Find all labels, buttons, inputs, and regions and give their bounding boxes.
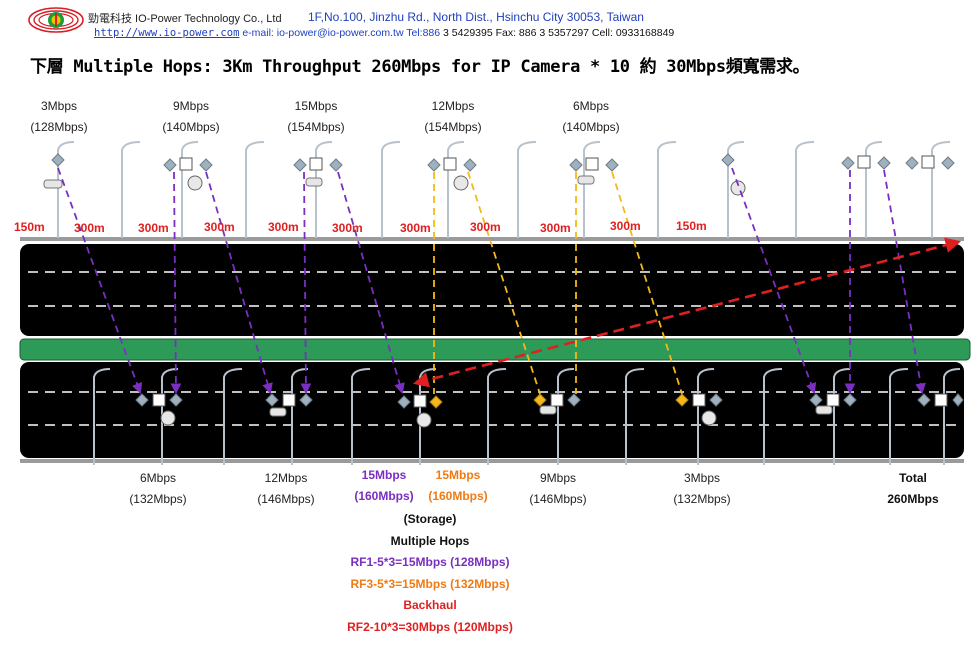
lower-road-curb bbox=[20, 459, 964, 463]
bottom-node-7 bbox=[917, 393, 964, 407]
contact-line: http://www.io-power.com e-mail: io-power… bbox=[94, 27, 674, 39]
distance-label: 300m bbox=[332, 221, 363, 235]
company-logo bbox=[28, 7, 84, 33]
top-street-lights bbox=[57, 141, 951, 238]
bottom-label-3: 9Mbps (146Mbps) bbox=[529, 471, 587, 506]
bottom-node-storage bbox=[397, 394, 443, 428]
bottom-label-2: 12Mbps (146Mbps) bbox=[257, 471, 315, 506]
top-label-5: 6Mbps (140Mbps) bbox=[562, 99, 620, 134]
top-node-8 bbox=[905, 155, 955, 170]
distance-label: 300m bbox=[610, 219, 641, 233]
distance-label: 150m bbox=[676, 219, 707, 233]
backhaul-link bbox=[412, 237, 962, 388]
diagram-title: 下層 Multiple Hops: 3Km Throughput 260Mbps… bbox=[30, 57, 810, 77]
storage-orange-label: 15Mbps (160Mbps) bbox=[428, 468, 488, 503]
bottom-label-1: 6Mbps (132Mbps) bbox=[129, 471, 187, 506]
distance-label: 300m bbox=[268, 220, 299, 234]
phone-numbers: 3 5429395 Fax: 886 3 5357297 Cell: 09331… bbox=[443, 27, 675, 39]
company-name: 勁電科技 IO-Power Technology Co., Ltd bbox=[88, 13, 282, 25]
storage-purple-label: 15Mbps (160Mbps) bbox=[354, 468, 414, 503]
distance-label: 300m bbox=[204, 220, 235, 234]
total-label: Total 260Mbps bbox=[887, 471, 939, 506]
notes-block: (Storage) Multiple Hops RF1-5*3=15Mbps (… bbox=[300, 509, 560, 638]
distance-label: 300m bbox=[400, 221, 431, 235]
top-label-2: 9Mbps (140Mbps) bbox=[162, 99, 220, 134]
distance-label: 300m bbox=[138, 221, 169, 235]
upper-road-curb bbox=[20, 237, 964, 241]
distance-label: 300m bbox=[540, 221, 571, 235]
top-node-1 bbox=[43, 153, 65, 189]
note-rf2: RF2-10*3=30Mbps (120Mbps) bbox=[347, 619, 513, 634]
distance-label: 300m bbox=[470, 220, 501, 234]
bottom-node-6 bbox=[809, 393, 857, 415]
bottom-node-4 bbox=[533, 393, 581, 415]
upper-road bbox=[20, 244, 964, 336]
bottom-node-2 bbox=[265, 393, 313, 417]
website-link[interactable]: http://www.io-power.com bbox=[94, 27, 240, 39]
distance-label: 150m bbox=[14, 220, 45, 234]
note-rf3: RF3-5*3=15Mbps (132Mbps) bbox=[350, 576, 510, 591]
note-backhaul: Backhaul bbox=[403, 598, 457, 612]
top-node-7 bbox=[841, 155, 891, 170]
company-address: 1F,No.100, Jinzhu Rd., North Dist., Hsin… bbox=[308, 10, 644, 24]
top-node-6 bbox=[721, 153, 746, 196]
top-node-3 bbox=[293, 157, 343, 187]
top-label-3: 15Mbps (154Mbps) bbox=[287, 99, 345, 134]
top-node-5 bbox=[569, 157, 619, 185]
notes-heading: Multiple Hops bbox=[390, 533, 470, 548]
storage-caption: (Storage) bbox=[403, 512, 457, 526]
email-tel: e-mail: io-power@io-power.com.tw Tel:886 bbox=[239, 27, 444, 39]
distance-label: 300m bbox=[74, 221, 105, 235]
top-label-4: 12Mbps (154Mbps) bbox=[424, 99, 482, 134]
top-node-2 bbox=[163, 157, 213, 191]
note-rf1: RF1-5*3=15Mbps (128Mbps) bbox=[350, 555, 510, 569]
top-label-1: 3Mbps (128Mbps) bbox=[30, 99, 88, 134]
bottom-node-1 bbox=[135, 393, 183, 426]
median-strip bbox=[19, 338, 971, 361]
bottom-node-5 bbox=[675, 393, 723, 426]
top-node-4 bbox=[427, 157, 477, 191]
bottom-label-4: 3Mbps (132Mbps) bbox=[673, 471, 731, 506]
